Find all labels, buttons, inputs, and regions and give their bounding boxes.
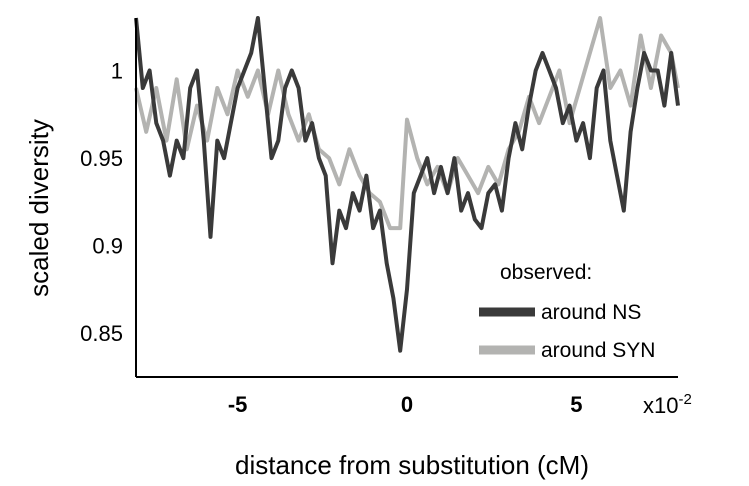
y-tick-label: 1	[111, 59, 123, 84]
axes	[135, 18, 678, 378]
y-tick-labels: 0.85 0.9 0.95 1	[80, 59, 123, 347]
x-tick-label: 5	[570, 392, 582, 417]
legend-title: observed:	[500, 261, 592, 284]
series-layer	[134, 16, 680, 353]
series-line-around-syn	[134, 16, 680, 231]
x-tick-labels: -5 0 5	[228, 392, 583, 417]
x-axis-label: distance from substitution (cM)	[235, 450, 589, 480]
x-tick-label: 0	[401, 392, 413, 417]
y-tick-label: 0.85	[80, 321, 123, 346]
legend-label-around-ns: around NS	[541, 301, 641, 324]
legend-label-around-syn: around SYN	[541, 339, 655, 362]
y-tick-label: 0.95	[80, 146, 123, 171]
x-tick-label: -5	[228, 392, 248, 417]
x-scale-exponent: -2	[678, 391, 691, 408]
y-tick-label: 0.9	[92, 234, 123, 259]
y-axis-label: scaled diversity	[24, 119, 54, 297]
x-scale-multiplier: x10-2	[643, 391, 692, 418]
legend: observed: around NS around SYN	[479, 261, 655, 362]
series-line-around-ns	[134, 16, 680, 353]
x-scale-base: x10	[643, 393, 678, 418]
